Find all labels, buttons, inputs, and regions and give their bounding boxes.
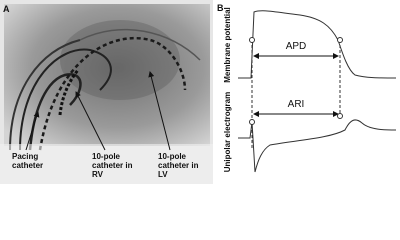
callout-label: RV xyxy=(92,170,104,179)
callouts xyxy=(25,71,171,151)
callout-label: catheter in xyxy=(158,161,199,170)
callout-label: catheter in xyxy=(92,161,133,170)
axis-label: Unipolar electrogram xyxy=(223,92,232,172)
axis-label: Membrane potential xyxy=(223,7,232,83)
panel-letter: A xyxy=(3,4,10,14)
callout-label: 10-pole xyxy=(92,152,121,161)
interval-label: APD xyxy=(286,41,307,52)
callout-label: LV xyxy=(158,170,168,179)
callout-label: 10-pole xyxy=(158,152,187,161)
callout-label: catheter xyxy=(12,161,43,170)
interval-label: ARI xyxy=(288,99,305,110)
xray-image xyxy=(0,0,213,184)
panel-letter: B xyxy=(217,3,224,13)
traces xyxy=(238,10,397,173)
callout-label: Pacing xyxy=(12,152,38,161)
